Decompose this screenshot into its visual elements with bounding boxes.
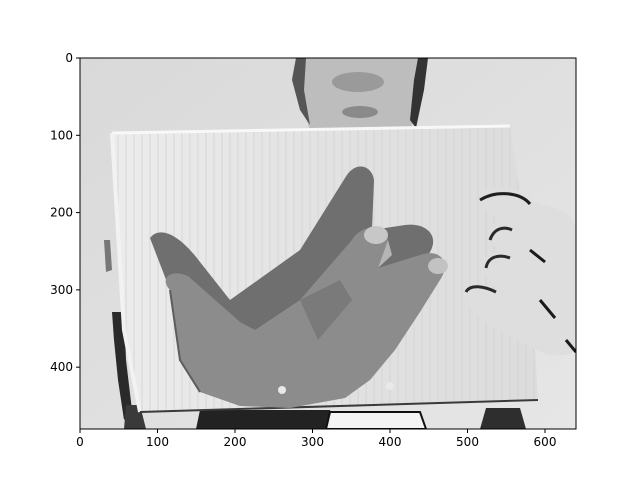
- x-axis: 0 100 200 300 400 500 600: [76, 429, 556, 449]
- axes-frame: [79, 57, 577, 430]
- x-tick-label: 300: [301, 435, 324, 449]
- y-tick-label: 100: [50, 128, 73, 142]
- head-shape: [292, 58, 428, 130]
- y-axis: 0 100 200 300 400: [50, 51, 80, 374]
- y-tick-label: 0: [65, 51, 73, 65]
- y-tick-label: 300: [50, 283, 73, 297]
- x-tick-label: 400: [379, 435, 402, 449]
- x-tick-label: 200: [224, 435, 247, 449]
- right-hand: [465, 186, 576, 356]
- x-tick-label: 500: [456, 435, 479, 449]
- x-tick-label: 0: [76, 435, 84, 449]
- photo-image: [80, 58, 576, 429]
- hand: [165, 227, 445, 408]
- x-tick-label: 600: [534, 435, 557, 449]
- y-tick-label: 400: [50, 360, 73, 374]
- x-tick-label: 100: [146, 435, 169, 449]
- y-tick-label: 200: [50, 206, 73, 220]
